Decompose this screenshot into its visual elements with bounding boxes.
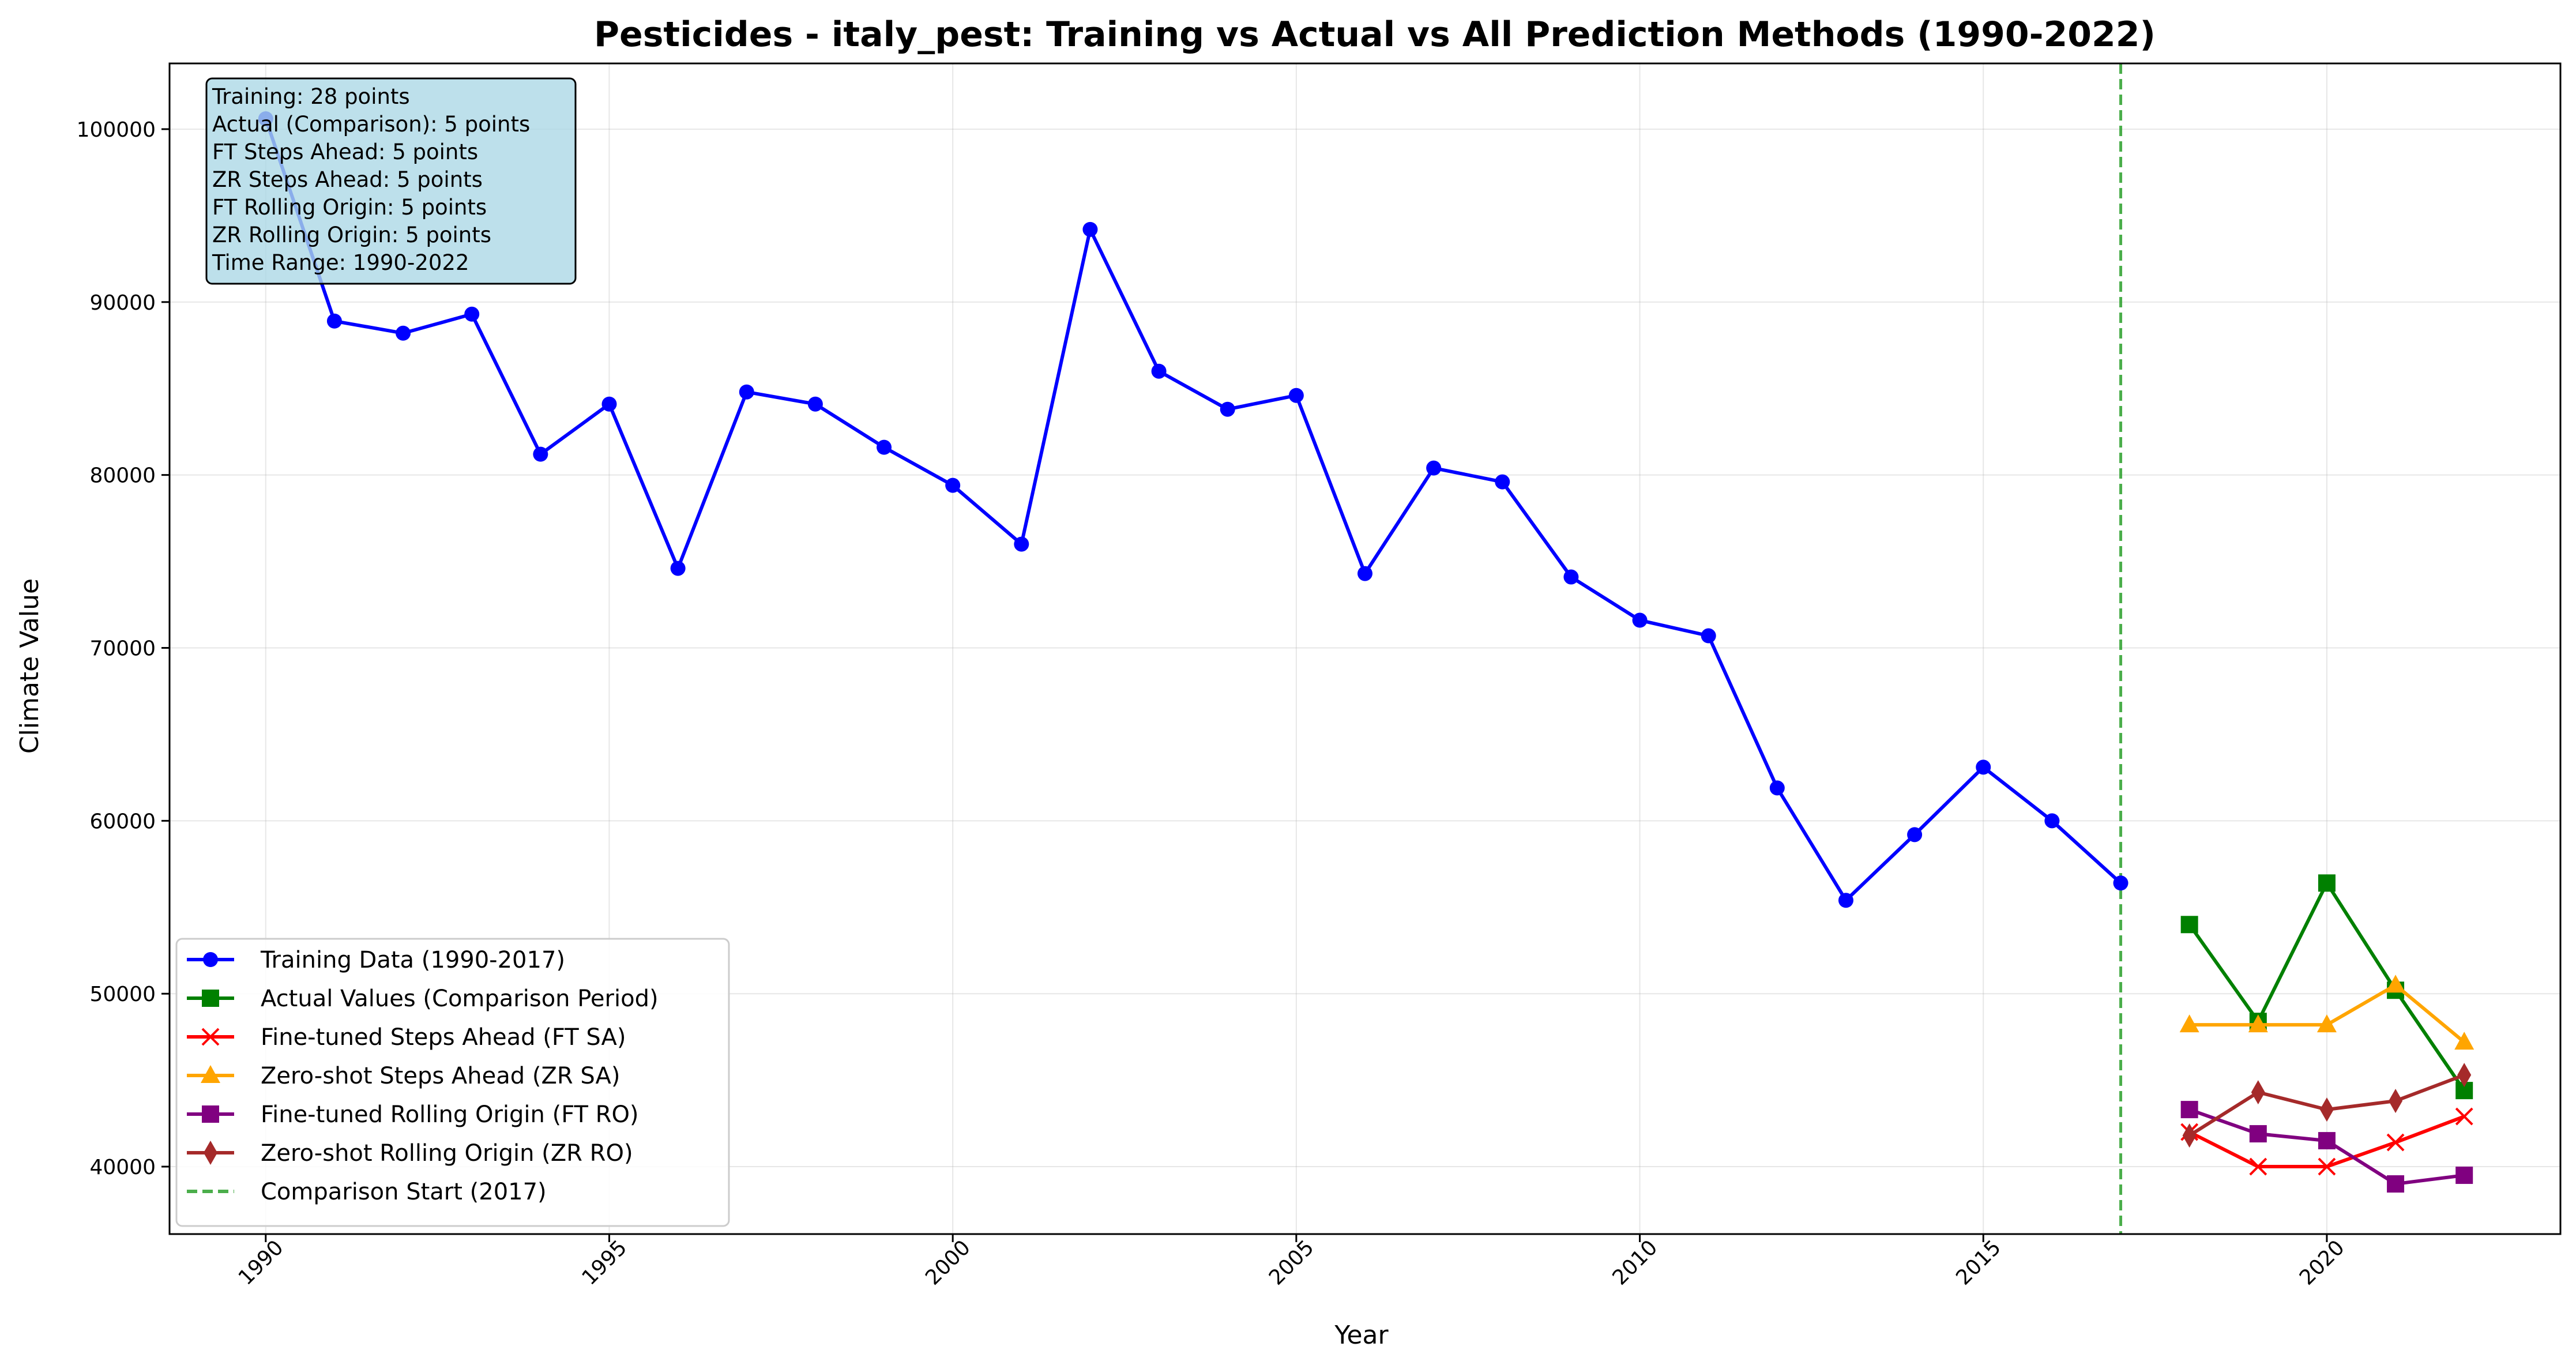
series-0-point [1426,460,1442,476]
series-0-point [670,561,686,576]
series-0-point [601,396,617,412]
legend [175,938,730,1227]
series-line-0 [264,118,2122,902]
series-5-point [2389,1089,2403,1114]
series-5-point [2319,1097,2334,1122]
series-0-point [1082,221,1098,237]
series-0-point [945,477,961,493]
legend-swatch-marker [201,1065,220,1083]
y-tick-label: 70000 [89,637,156,661]
series-0-point [1632,612,1648,628]
info-box-line: Actual (Comparison): 5 points [212,112,530,137]
series-0-point [1838,893,1853,908]
series-0-point [1288,388,1304,403]
legend-label: Actual Values (Comparison Period) [261,986,659,1012]
series-3-point [2179,1014,2199,1033]
series-3-point [2454,1032,2475,1050]
series-1-point [2318,874,2336,892]
legend-swatch-marker [203,952,218,967]
series-0-point [1220,401,1235,417]
series-0-point [739,384,754,400]
legend-label: Fine-tuned Rolling Origin (FT RO) [261,1101,639,1128]
series-2-point [2455,1107,2473,1126]
info-box-line: FT Steps Ahead: 5 points [212,140,478,164]
y-tick-label: 100000 [77,118,156,142]
info-box-line: FT Rolling Origin: 5 points [212,195,487,220]
series-0-point [1151,363,1167,379]
legend-swatch-marker [202,990,219,1007]
legend-label: Zero-shot Rolling Origin (ZR RO) [261,1140,633,1167]
series-0-point [1014,536,1029,552]
series-0-point [2044,813,2060,829]
series-4-point [2318,1132,2336,1150]
series-2-point [2318,1157,2336,1176]
plot-frame [168,62,2562,1235]
series-0-point [1357,566,1372,581]
legend-label: Training Data (1990-2017) [260,947,565,973]
series-0-point [1769,780,1785,796]
series-0-point [396,325,411,341]
legend-label: Zero-shot Steps Ahead (ZR SA) [261,1063,620,1089]
series-0-point [877,439,892,455]
y-tick-label: 80000 [89,464,156,488]
series-0-point [2113,875,2129,891]
series-1-point [2180,916,2198,934]
y-tick-label: 50000 [89,983,156,1006]
series-2-point [2386,1133,2405,1152]
series-2-point [2249,1157,2267,1176]
y-tick-label: 40000 [89,1156,156,1179]
series-5-point [2457,1063,2472,1088]
series-0-point [1976,759,1991,775]
series-3-point [2386,975,2406,993]
series-0-point [807,396,823,412]
x-axis-label: Year [1334,1321,1389,1350]
series-5-point [2251,1080,2265,1105]
legend-label: Comparison Start (2017) [261,1179,547,1205]
info-box-line: ZR Steps Ahead: 5 points [212,167,483,192]
series-3-point [2248,1014,2268,1033]
series-5-point [2182,1123,2197,1148]
chart-title: Pesticides - italy_pest: Training vs Act… [594,14,2156,55]
series-0-point [1701,628,1716,644]
series-0-point [1907,827,1923,843]
y-tick-label: 60000 [89,810,156,833]
y-axis-label: Climate Value [15,578,44,754]
series-4-point [2249,1125,2267,1143]
legend-swatch-marker [204,1141,217,1165]
series-0-point [1563,569,1579,585]
info-box-line: Time Range: 1990-2022 [212,250,469,275]
legend-swatch-marker [201,1028,220,1046]
legend-swatch-marker [202,1105,219,1123]
series-4-point [2180,1101,2198,1119]
series-0-point [326,313,342,329]
y-tick-label: 90000 [89,291,156,315]
series-3-point [2316,1014,2337,1033]
info-box [205,77,577,285]
series-4-point [2455,1167,2473,1184]
info-box-line: Training: 28 points [212,84,410,109]
series-0-point [464,306,480,322]
info-box-line: ZR Rolling Origin: 5 points [212,223,491,247]
series-0-point [533,446,548,462]
legend-label: Fine-tuned Steps Ahead (FT SA) [261,1024,626,1051]
series-4-point [2387,1175,2405,1193]
series-0-point [1495,474,1510,490]
